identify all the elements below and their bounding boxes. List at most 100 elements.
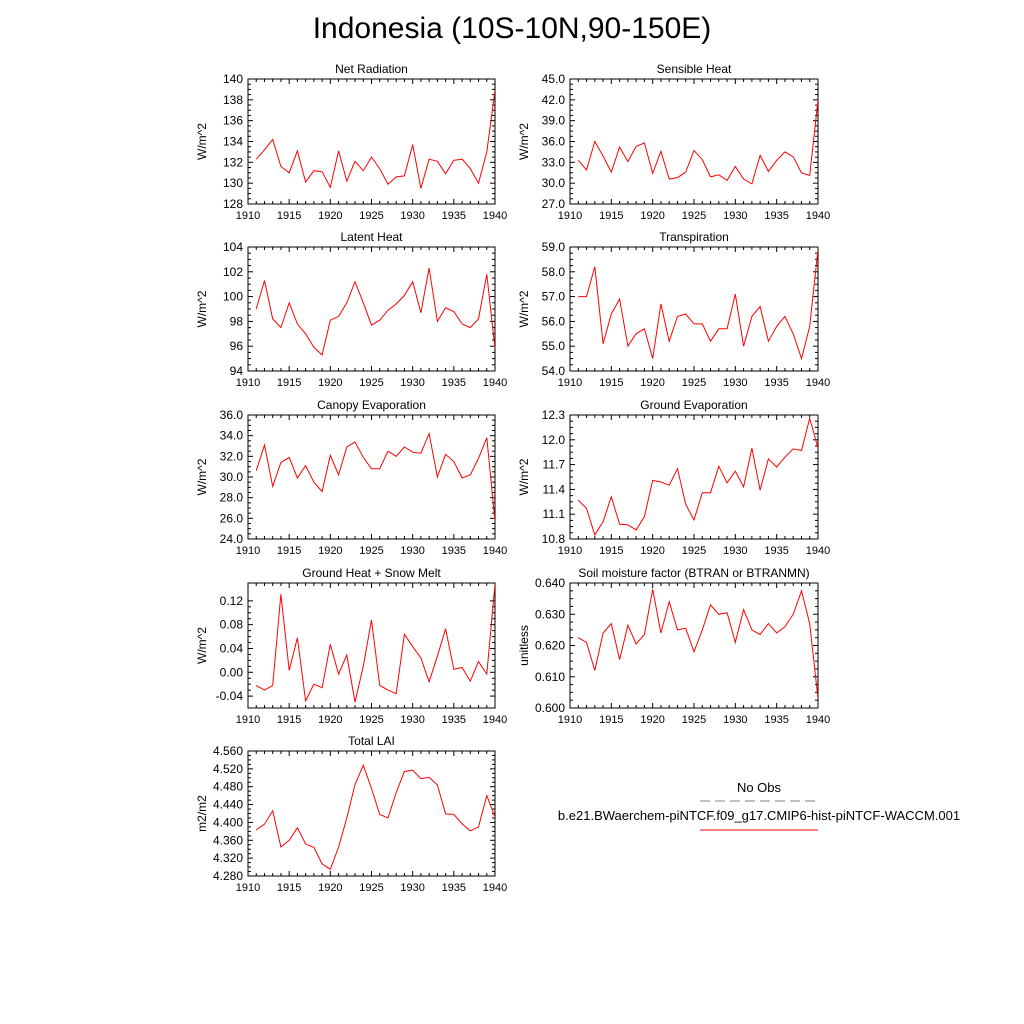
- data-point: [453, 461, 454, 462]
- data-point: [644, 516, 645, 517]
- data-point: [494, 348, 495, 349]
- data-point: [677, 316, 678, 317]
- data-point: [751, 183, 752, 184]
- data-point: [801, 172, 802, 173]
- data-point: [330, 869, 331, 870]
- data-point: [445, 813, 446, 814]
- data-point: [363, 302, 364, 303]
- data-point: [685, 628, 686, 629]
- panel-title: Latent Heat: [340, 230, 403, 244]
- data-point: [313, 684, 314, 685]
- x-tick-label: 1935: [442, 210, 466, 222]
- y-tick-label: 36.0: [220, 408, 244, 422]
- x-tick-label: 1910: [558, 714, 582, 726]
- x-tick-label: 1935: [442, 882, 466, 894]
- y-tick-label: 102: [223, 265, 243, 279]
- y-tick-label: 132: [223, 155, 243, 169]
- y-tick-label: 94: [230, 364, 244, 378]
- data-point: [354, 281, 355, 282]
- x-tick-label: 1920: [640, 377, 664, 389]
- x-tick-label: 1930: [723, 377, 747, 389]
- data-point: [445, 628, 446, 629]
- data-point: [379, 468, 380, 469]
- panel-soil-moisture-factor-btran-or-btranmn: 1910 1915 1920 1925 1930 1935 1940 0.600 0.610 0.…: [517, 566, 830, 726]
- x-tick-label: 1915: [277, 545, 301, 557]
- data-point: [396, 303, 397, 304]
- x-tick-label: 1915: [599, 545, 623, 557]
- data-point: [494, 521, 495, 522]
- series-line: [577, 99, 818, 185]
- y-tick-label: 30.0: [220, 470, 244, 484]
- data-point: [437, 476, 438, 477]
- data-point: [644, 634, 645, 635]
- data-point: [743, 609, 744, 610]
- data-point: [486, 274, 487, 275]
- data-point: [313, 847, 314, 848]
- data-point: [602, 521, 603, 522]
- data-point: [420, 657, 421, 658]
- data-point: [297, 323, 298, 324]
- data-point: [453, 669, 454, 670]
- data-point: [412, 770, 413, 771]
- data-point: [652, 358, 653, 359]
- panel-latent-heat: 1910 1915 1920 1925 1930 1935 1940 94 96 98 100 102…: [195, 230, 507, 389]
- data-point: [768, 341, 769, 342]
- x-tick-label: 1920: [318, 882, 342, 894]
- legend-obs-label: No Obs: [737, 780, 782, 795]
- data-point: [322, 354, 323, 355]
- data-point: [743, 346, 744, 347]
- data-point: [726, 482, 727, 483]
- data-point: [470, 830, 471, 831]
- panel-title: Ground Heat + Snow Melt: [302, 566, 441, 580]
- data-point: [379, 814, 380, 815]
- data-point: [578, 296, 579, 297]
- x-tick-label: 1925: [359, 210, 383, 222]
- y-tick-label: 104: [223, 240, 243, 254]
- data-point: [710, 341, 711, 342]
- page-title: Indonesia (10S-10N,90-150E): [312, 12, 712, 45]
- data-point: [809, 175, 810, 176]
- plot-frame: [569, 78, 819, 205]
- data-point: [776, 466, 777, 467]
- panel-title: Total LAI: [348, 734, 395, 748]
- x-tick-label: 1935: [764, 714, 788, 726]
- x-tick-label: 1940: [483, 210, 507, 222]
- data-point: [396, 693, 397, 694]
- x-tick-label: 1915: [277, 377, 301, 389]
- data-point: [338, 846, 339, 847]
- data-point: [289, 670, 290, 671]
- x-tick-label: 1925: [682, 377, 706, 389]
- y-tick-label: 4.520: [213, 762, 243, 776]
- data-point: [735, 166, 736, 167]
- data-point: [363, 765, 364, 766]
- x-tick-label: 1920: [640, 545, 664, 557]
- data-point: [322, 491, 323, 492]
- data-point: [412, 646, 413, 647]
- x-tick-label: 1930: [400, 882, 424, 894]
- data-point: [338, 673, 339, 674]
- data-point: [594, 534, 595, 535]
- y-tick-label: 0.610: [535, 670, 565, 684]
- data-point: [660, 632, 661, 633]
- data-point: [602, 155, 603, 156]
- y-axis-label: W/m^2: [195, 627, 209, 664]
- panel-net-radiation: 1910 1915 1920 1925 1930 1935 1940 128 130 132 134…: [195, 62, 507, 222]
- plot-frame: [247, 246, 496, 372]
- data-point: [594, 670, 595, 671]
- panel-title: Transpiration: [659, 230, 729, 244]
- data-point: [809, 326, 810, 327]
- data-point: [652, 480, 653, 481]
- data-point: [776, 632, 777, 633]
- data-point: [387, 690, 388, 691]
- data-point: [627, 625, 628, 626]
- data-point: [693, 651, 694, 652]
- data-point: [330, 455, 331, 456]
- y-tick-label: 57.0: [542, 290, 566, 304]
- data-point: [354, 784, 355, 785]
- data-point: [453, 311, 454, 312]
- data-point: [437, 161, 438, 162]
- data-point: [478, 458, 479, 459]
- y-tick-label: 4.280: [213, 869, 243, 883]
- data-point: [272, 810, 273, 811]
- data-point: [338, 150, 339, 151]
